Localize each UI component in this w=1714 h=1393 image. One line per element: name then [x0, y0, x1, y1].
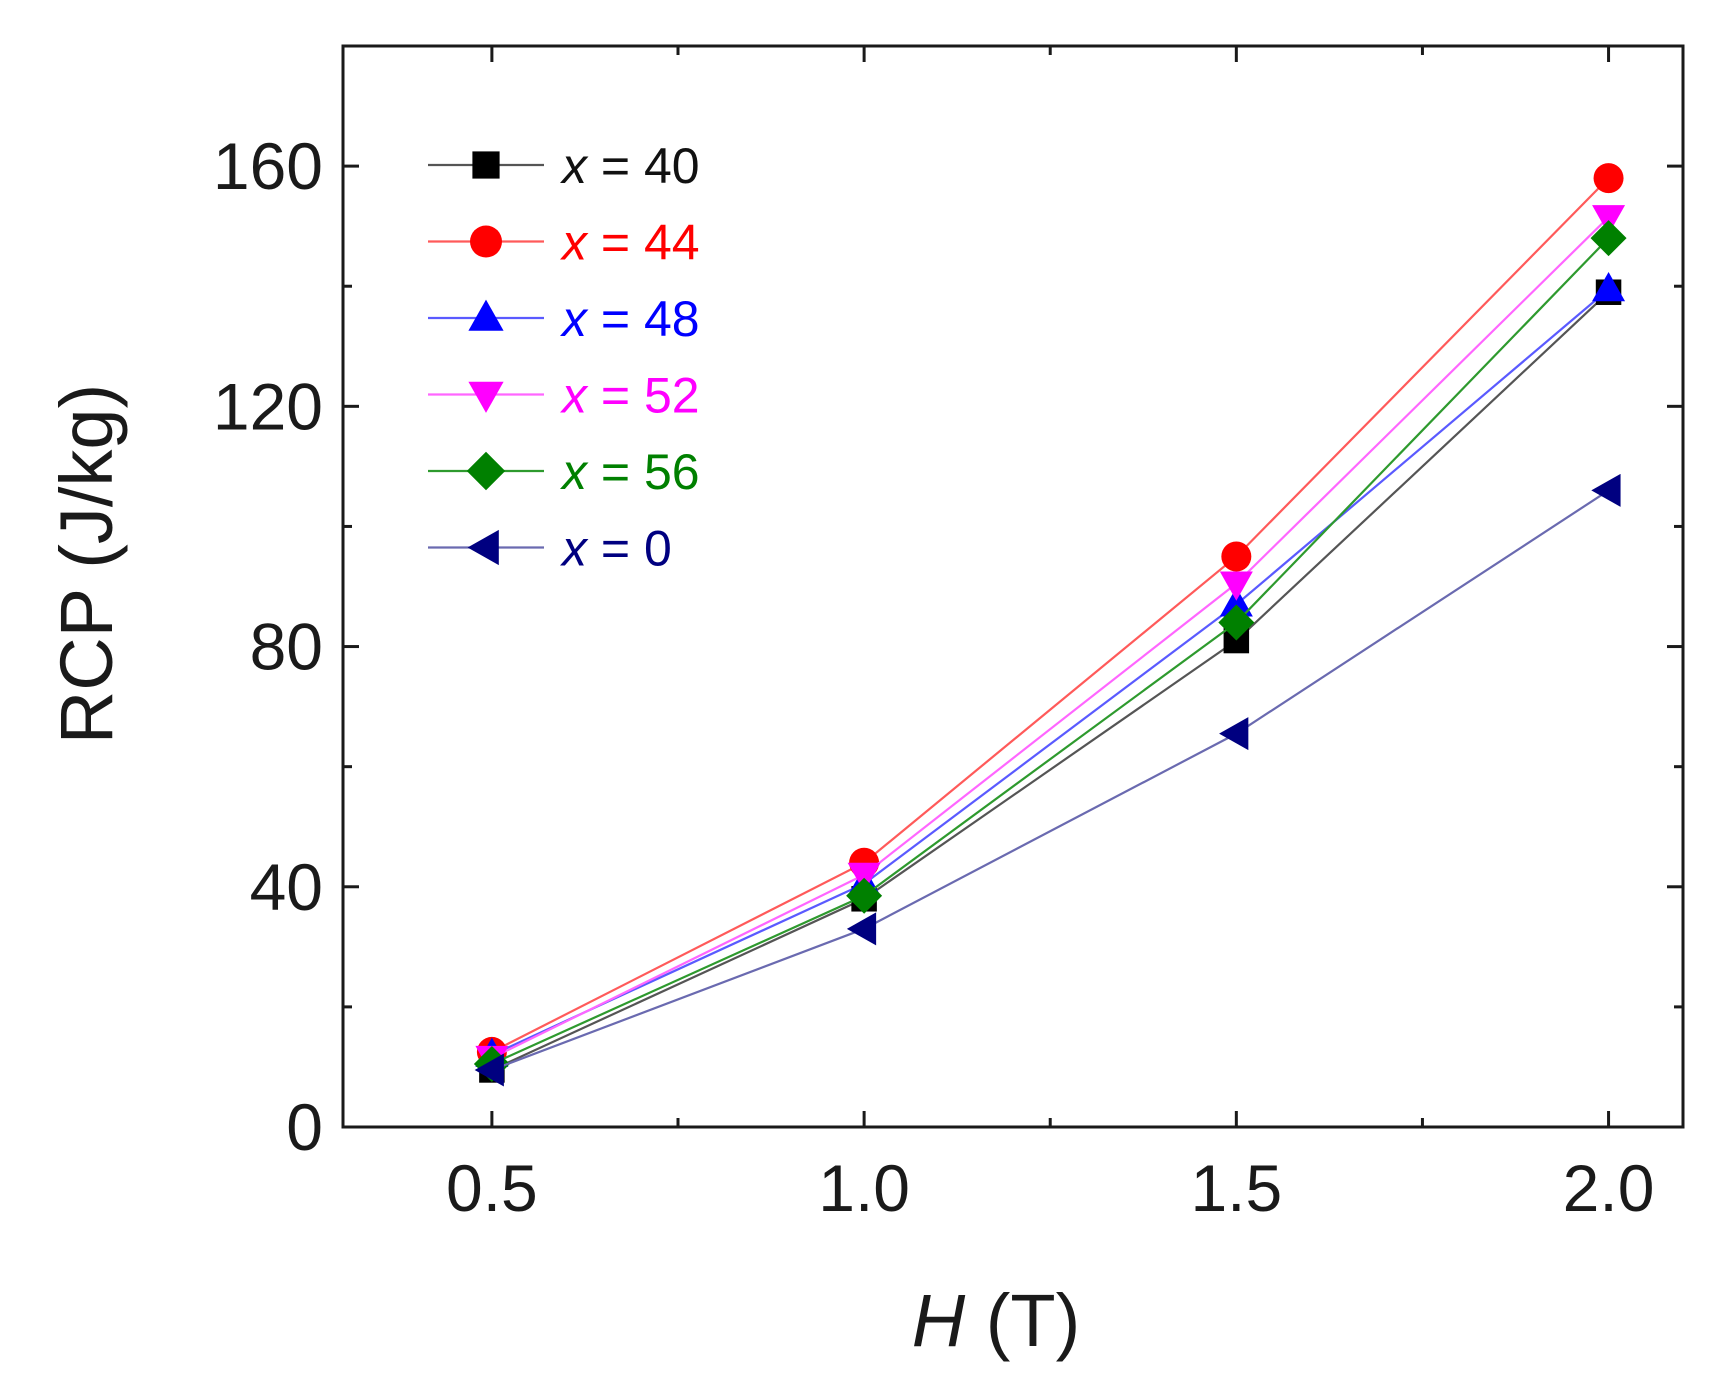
legend-item: x = 48: [428, 291, 700, 347]
series-line: [491, 489, 1610, 1071]
legend-label-value: = 40: [587, 138, 700, 194]
legend-label-value: = 0: [587, 521, 672, 577]
series-line: [491, 237, 1610, 1065]
legend-item: x = 56: [428, 444, 700, 500]
legend-item: x = 44: [428, 215, 700, 271]
data-point: [1592, 205, 1626, 235]
y-tick-label: 80: [250, 610, 323, 684]
data-point: [1591, 473, 1621, 507]
series-layer: [473, 163, 1627, 1087]
legend-label: x = 40: [560, 138, 700, 194]
legend-label-var: x: [560, 368, 589, 424]
legend-marker: [466, 451, 506, 491]
legend-label-value: = 48: [587, 291, 700, 347]
legend-item: x = 40: [428, 138, 700, 194]
data-point: [1219, 571, 1253, 601]
legend-label: x = 48: [560, 291, 700, 347]
legend-marker: [470, 225, 502, 258]
series-line: [491, 288, 1610, 1056]
data-point: [846, 877, 883, 914]
legend-label-value: = 56: [587, 444, 700, 500]
legend-marker: [468, 381, 504, 413]
y-axis-title: RCP (J/kg): [45, 384, 128, 744]
y-tick-label: 120: [213, 369, 323, 443]
data-point: [1593, 163, 1624, 194]
series-x-56: [473, 220, 1627, 1082]
data-point: [846, 912, 877, 946]
y-tick-label: 160: [213, 129, 323, 203]
data-point: [847, 862, 881, 893]
data-point: [1592, 271, 1626, 302]
data-point: [1590, 220, 1627, 257]
legend-marker: [468, 299, 504, 331]
legend-label-var: x: [560, 138, 589, 194]
legend-label-var: x: [560, 215, 589, 271]
x-tick-label: 2.0: [1563, 1151, 1655, 1225]
x-axis-title-unit: (T): [965, 1279, 1080, 1362]
legend-label-value: = 52: [587, 368, 700, 424]
plot-frame: [341, 44, 1685, 1129]
y-tick-label: 0: [286, 1090, 323, 1164]
data-point: [1219, 717, 1249, 751]
data-point: [1218, 604, 1255, 641]
legend-label-var: x: [560, 444, 589, 500]
legend-label: x = 44: [560, 215, 700, 271]
series-x-0: [474, 473, 1621, 1087]
legend-marker: [467, 529, 499, 566]
series-line: [491, 216, 1610, 1059]
x-tick-label: 1.5: [1190, 1151, 1282, 1225]
plot-border: [341, 44, 1685, 1129]
x-tick-label: 0.5: [446, 1151, 538, 1225]
legend-item: x = 52: [428, 368, 700, 424]
data-point: [1219, 587, 1253, 617]
series-x-52: [475, 205, 1626, 1076]
legend-label-var: x: [560, 291, 589, 347]
legend: x = 40x = 44x = 48x = 52x = 56x = 0: [428, 138, 700, 577]
legend-label-var: x: [560, 521, 589, 577]
legend-label-value: = 44: [587, 215, 700, 271]
data-point: [474, 1053, 504, 1087]
x-axis: 0.5 1.0 1.5 2.0: [446, 46, 1654, 1225]
data-point: [1221, 541, 1252, 572]
x-axis-title-var: H: [912, 1279, 966, 1362]
legend-marker: [472, 151, 500, 179]
legend-label: x = 0: [560, 521, 672, 577]
series-line: [491, 291, 1610, 1071]
y-axis: 0 40 80 120 160: [213, 129, 1683, 1164]
x-tick-label: 1.0: [818, 1151, 910, 1225]
legend-item: x = 0: [428, 521, 672, 577]
y-tick-label: 40: [250, 850, 323, 924]
legend-label: x = 52: [560, 368, 700, 424]
x-axis-title: H (T): [912, 1279, 1081, 1362]
legend-label: x = 56: [560, 444, 700, 500]
series-line: [491, 177, 1610, 1053]
